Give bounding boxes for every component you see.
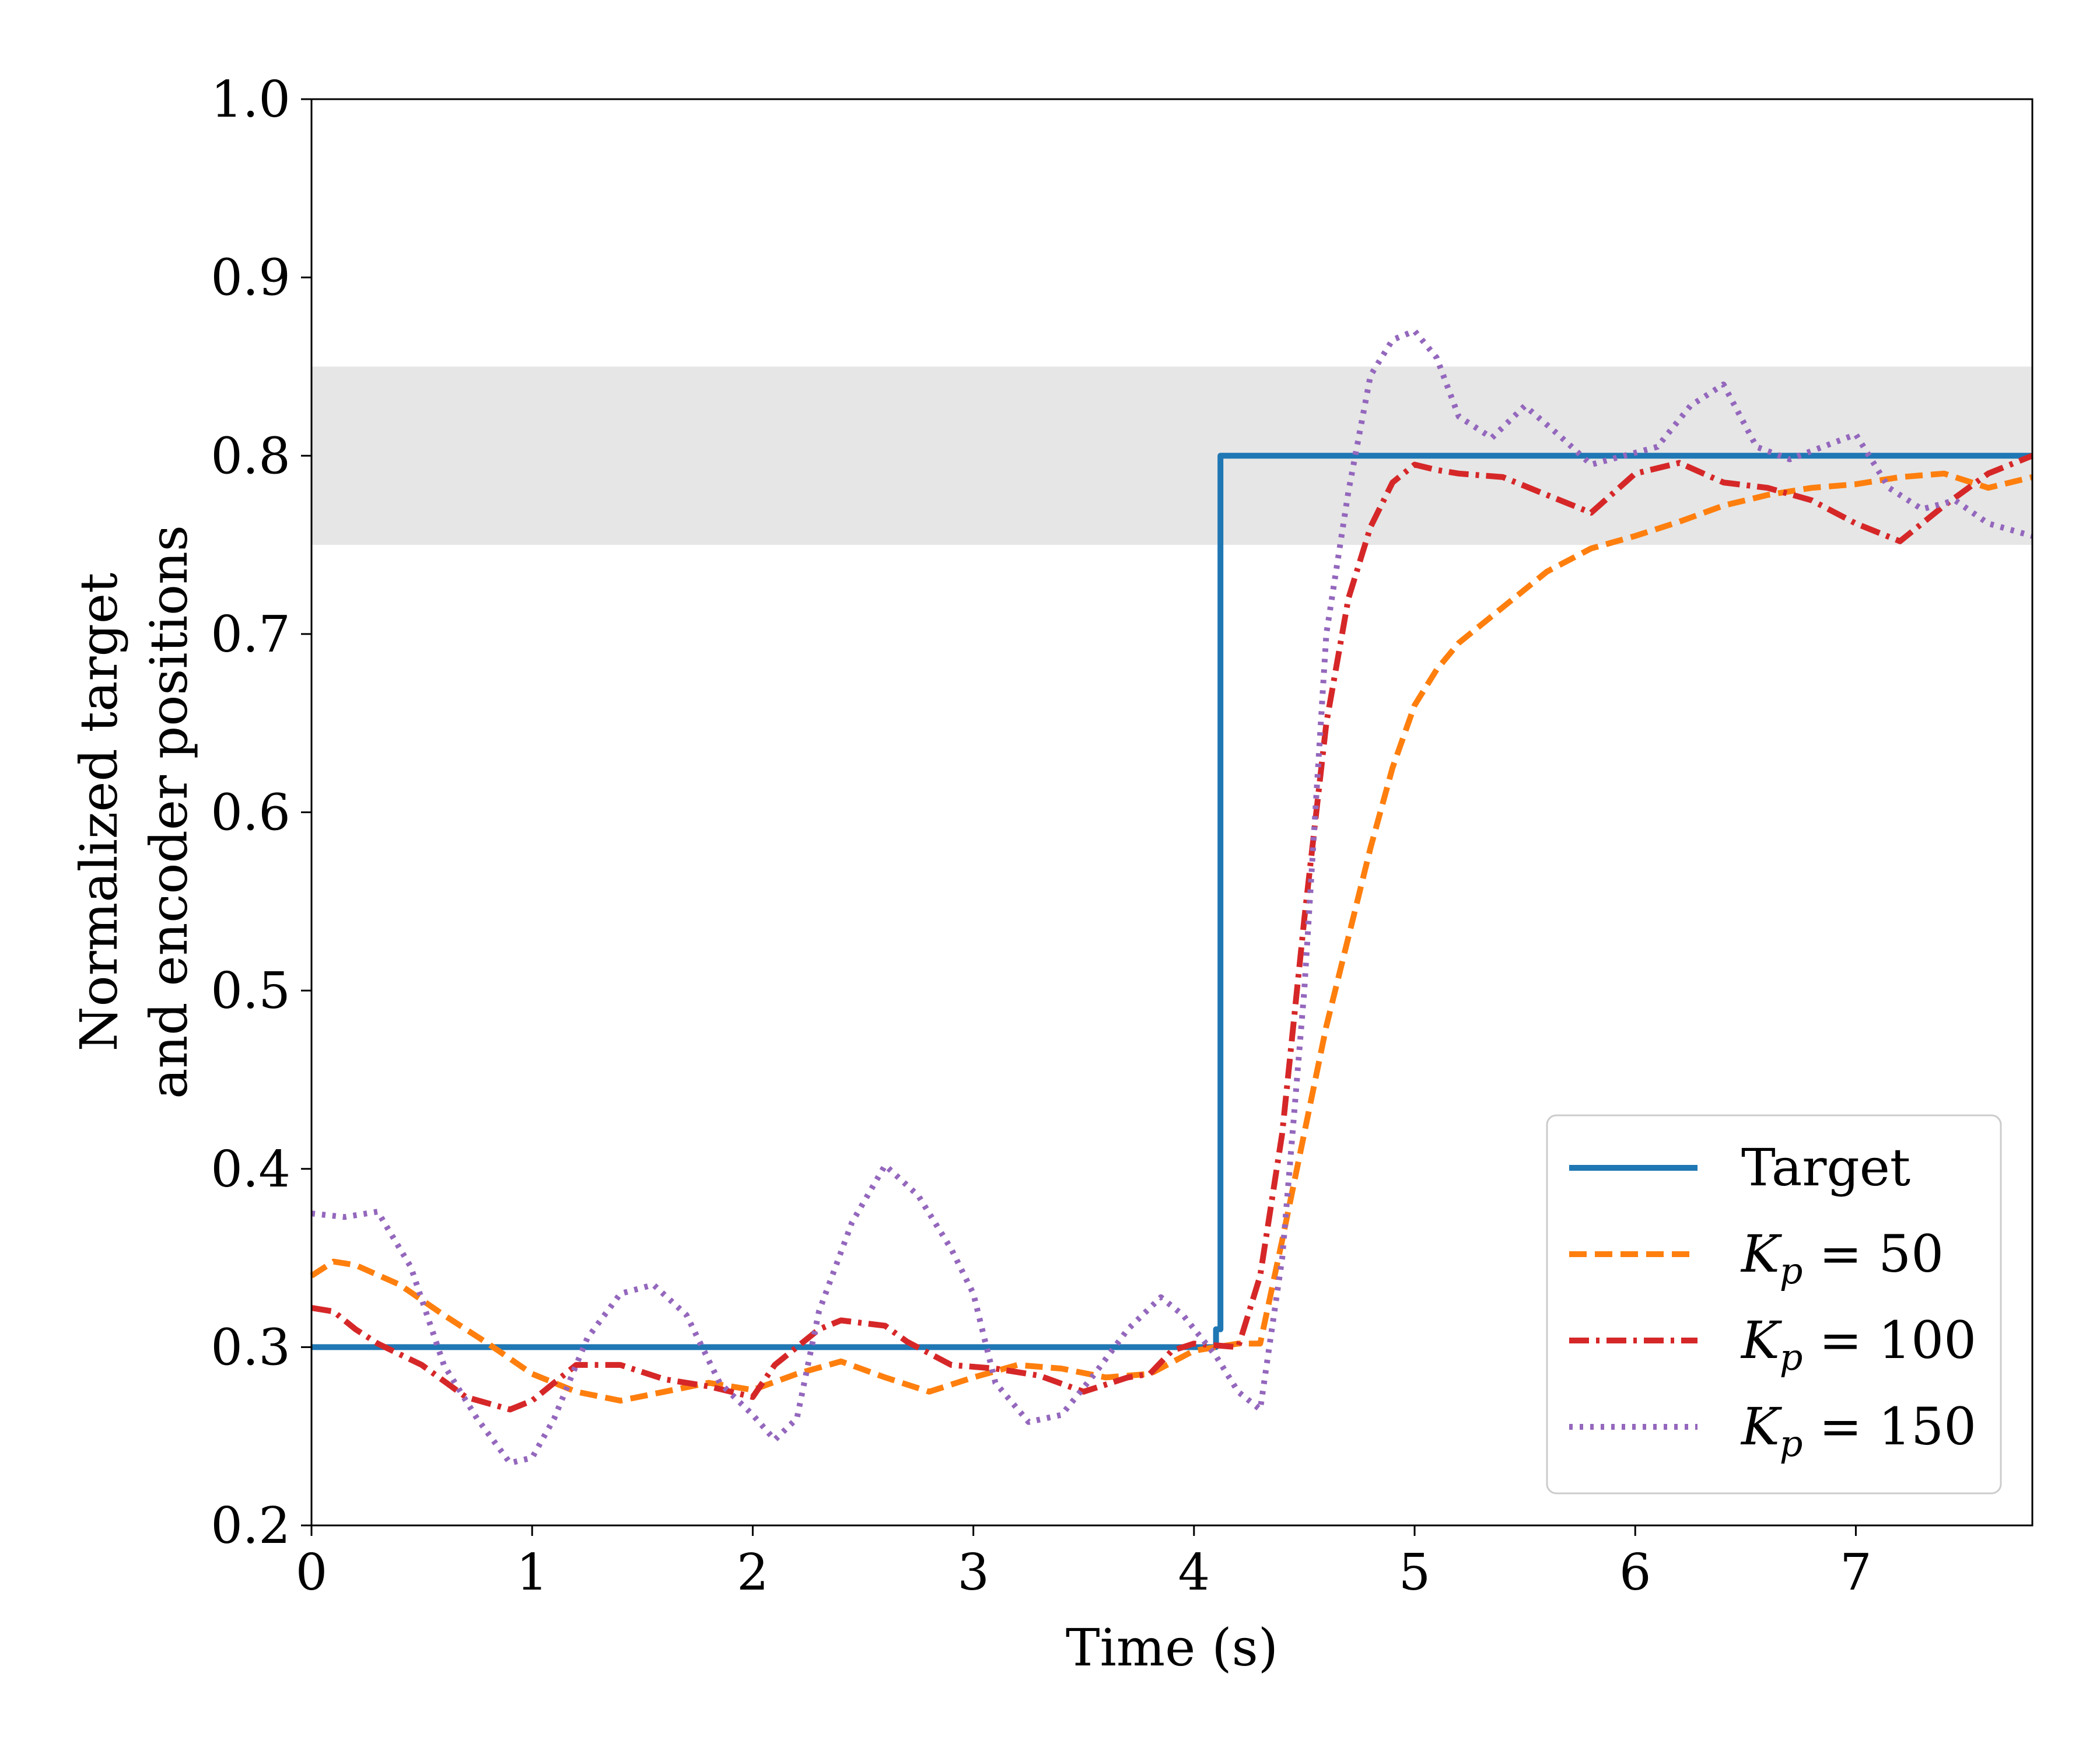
x-tick-label: 1 xyxy=(516,1544,548,1602)
y-tick-label: 1.0 xyxy=(211,71,290,129)
x-tick-label: 5 xyxy=(1399,1544,1431,1602)
y-tick-label: 0.7 xyxy=(211,606,290,664)
y-tick-label: 0.5 xyxy=(211,962,290,1020)
y-tick-label: 0.2 xyxy=(211,1497,290,1555)
legend-label-0: Target xyxy=(1741,1138,1910,1198)
legend: Target Kp = 50 Kp = 100 Kp = 150 xyxy=(1546,1114,2002,1494)
legend-label-1: Kp = 50 xyxy=(1740,1224,1944,1292)
series-line-0 xyxy=(312,453,2032,1350)
legend-label-3: Kp = 150 xyxy=(1740,1396,1976,1465)
x-tick-label: 4 xyxy=(1178,1544,1210,1602)
tick-layer: 0 1 2 3 4 5 6 7 0.2 0.3 0.4 0.5 0.6 0.7 0.8 0.9 1.0 xyxy=(211,71,1872,1602)
legend-box xyxy=(1546,1114,2002,1494)
series-layer xyxy=(310,328,2034,1466)
y-axis-label-group: Normalized target and encoder positions xyxy=(69,525,199,1099)
x-tick-label: 3 xyxy=(957,1544,989,1602)
y-tick-label: 0.6 xyxy=(211,784,290,842)
y-tick-label: 0.8 xyxy=(211,427,290,485)
x-axis-label: Time (s) xyxy=(1066,1618,1278,1678)
x-tick-label: 7 xyxy=(1840,1544,1872,1602)
x-tick-label: 0 xyxy=(296,1544,328,1602)
x-tick-label: 2 xyxy=(737,1544,769,1602)
y-axis-label-line-2: and encoder positions xyxy=(139,525,199,1099)
y-tick-label: 0.3 xyxy=(211,1318,290,1377)
y-tick-label: 0.9 xyxy=(211,249,290,307)
legend-items: Target Kp = 50 Kp = 100 Kp = 150 xyxy=(1569,1138,1976,1465)
series-line-2 xyxy=(311,453,2034,1413)
x-tick-label: 6 xyxy=(1619,1544,1651,1602)
legend-label-2: Kp = 100 xyxy=(1740,1310,1976,1378)
y-tick-label: 0.4 xyxy=(211,1140,290,1199)
y-axis-label-line-1: Normalized target xyxy=(69,573,129,1052)
series-line-1 xyxy=(310,470,2034,1404)
